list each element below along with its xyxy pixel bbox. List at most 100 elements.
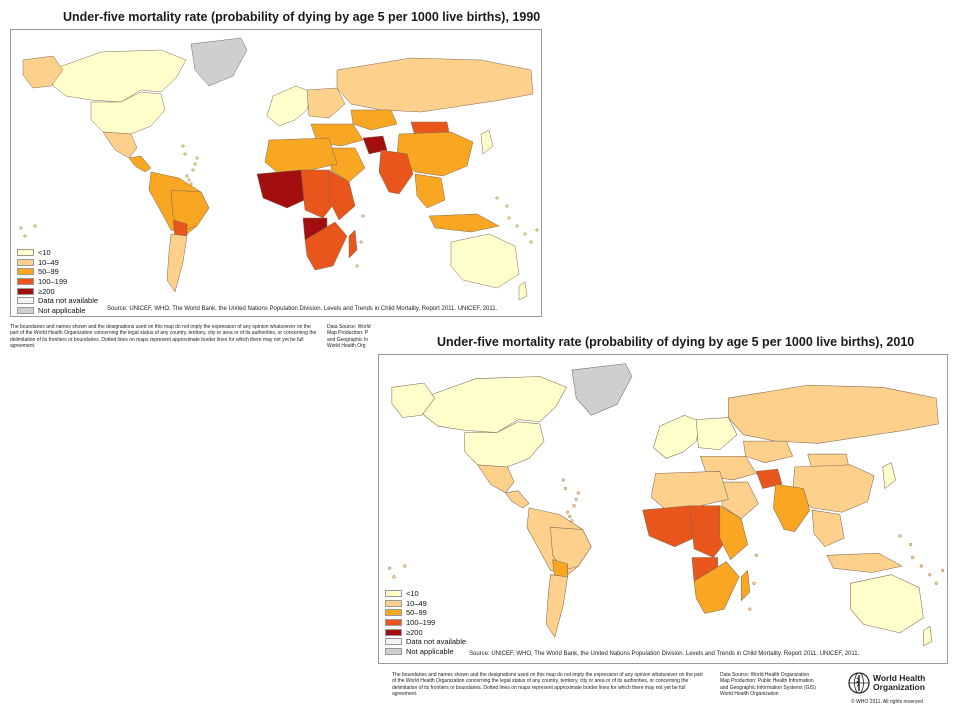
- datasource-line: Map Production: Public Health Informatio…: [720, 678, 814, 685]
- island-marker: [908, 542, 913, 547]
- map-2010-world: [388, 363, 945, 647]
- datasource-line: Map Production: P: [327, 330, 369, 337]
- region-japan: [882, 462, 896, 490]
- legend-swatch: [385, 599, 402, 607]
- region-usa: [90, 91, 166, 135]
- region-argentina: [166, 233, 188, 293]
- datasource-line: Data Source: World Health Organization: [720, 672, 810, 678]
- legend-label: 10–49: [406, 598, 427, 608]
- map-2010-disclaimer: The boundaries and names shown and the d…: [392, 672, 703, 698]
- legend-swatch: [17, 278, 34, 286]
- region-north-america: [22, 55, 64, 89]
- who-name: World Health Organization: [873, 674, 925, 692]
- region-greenland: [190, 37, 248, 87]
- region-north-africa: [650, 471, 729, 511]
- region-kazakhstan: [350, 109, 398, 131]
- map-2010-source: Source: UNICEF, WHO, The World Bank, the…: [469, 651, 860, 657]
- region-central-america: [504, 490, 530, 509]
- island-marker: [898, 534, 902, 538]
- island-marker: [507, 216, 511, 220]
- region-europe-east: [695, 417, 738, 451]
- legend-swatch: [385, 647, 402, 655]
- region-west-africa: [256, 169, 310, 209]
- legend-label: 100–199: [406, 618, 436, 628]
- legend-label: <10: [38, 248, 51, 258]
- legend-label: ≥200: [406, 627, 423, 637]
- island-marker: [195, 156, 199, 160]
- island-marker: [191, 168, 195, 172]
- legend-swatch: [17, 297, 34, 305]
- region-southeast-asia: [414, 173, 446, 209]
- region-argentina: [545, 574, 568, 638]
- region-north-america: [391, 382, 436, 418]
- island-marker: [576, 491, 580, 495]
- island-marker: [388, 566, 392, 570]
- region-brazil: [170, 189, 210, 231]
- island-marker: [934, 581, 938, 585]
- legend-label: Data not available: [406, 637, 467, 647]
- map-1990-disclaimer: The boundaries and names shown and the d…: [10, 324, 317, 350]
- island-marker: [187, 178, 191, 182]
- region-southeast-asia: [811, 509, 845, 548]
- island-marker: [572, 504, 576, 508]
- region-usa: [464, 421, 545, 468]
- legend-swatch: [385, 619, 402, 627]
- map-1990-frame: <10 10–49 50–99 100–199 ≥200 Data not availab…: [10, 29, 542, 317]
- region-east-africa: [328, 169, 356, 221]
- region-central-africa: [689, 505, 729, 558]
- island-marker: [574, 497, 578, 501]
- region-afghanistan: [755, 468, 783, 489]
- island-marker: [183, 152, 187, 156]
- datasource-line: and Geographic Information Systems (GIS): [720, 684, 816, 691]
- island-marker: [359, 240, 363, 244]
- island-marker: [911, 555, 915, 560]
- legend-label: 50–99: [406, 608, 427, 618]
- island-marker: [193, 162, 197, 166]
- legend-item: 10–49: [17, 258, 98, 268]
- map-2010-title: Under-five mortality rate (probability o…: [437, 335, 915, 349]
- region-mexico: [477, 464, 515, 494]
- legend-item: 50–99: [17, 267, 98, 277]
- region-europe-east: [306, 87, 346, 119]
- legend-label: <10: [406, 589, 419, 599]
- legend-swatch: [385, 628, 402, 636]
- island-marker: [535, 228, 539, 232]
- island-marker: [561, 478, 565, 482]
- legend-item: 100–199: [17, 277, 98, 287]
- region-arabia: [330, 147, 366, 183]
- region-indonesia: [826, 552, 903, 573]
- legend-swatch: [385, 609, 402, 617]
- legend-item: Not applicable: [17, 306, 98, 316]
- island-marker: [361, 214, 365, 218]
- region-madagascar: [740, 569, 751, 602]
- region-kazakhstan: [743, 440, 794, 463]
- island-marker: [941, 568, 945, 572]
- island-marker: [754, 553, 758, 557]
- datasource-line: Data Source: World: [327, 324, 371, 330]
- island-marker: [523, 232, 527, 236]
- island-marker: [355, 264, 359, 268]
- legend-item: 100–199: [385, 618, 466, 628]
- region-europe-west: [653, 415, 701, 459]
- region-europe-west: [266, 85, 312, 127]
- island-marker: [392, 575, 396, 579]
- island-marker: [515, 224, 519, 228]
- datasource-line: World Health Organization: [720, 691, 779, 698]
- legend-item: Data not available: [385, 637, 466, 647]
- copyright: © WHO 2011. All rights reserved: [851, 699, 923, 705]
- island-marker: [181, 144, 185, 148]
- map-1990-source: Source: UNICEF, WHO, The World Bank, the…: [107, 306, 498, 312]
- region-nz: [923, 625, 933, 647]
- region-afghanistan: [362, 135, 388, 155]
- island-marker: [505, 204, 509, 208]
- datasource-line: World Health Org: [327, 343, 366, 350]
- who-name-line1: World Health: [873, 673, 926, 683]
- legend-swatch: [17, 249, 34, 257]
- region-west-africa: [642, 505, 699, 547]
- legend-item: 10–49: [385, 599, 466, 609]
- island-marker: [748, 607, 752, 611]
- region-central-africa: [300, 169, 338, 219]
- region-south-africa-region: [693, 561, 740, 614]
- region-indonesia: [428, 213, 500, 233]
- legend-item: 50–99: [385, 608, 466, 618]
